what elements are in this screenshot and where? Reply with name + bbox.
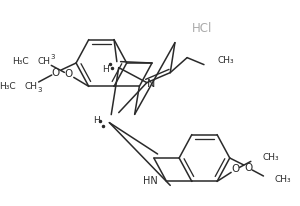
- Text: CH: CH: [25, 82, 38, 90]
- Text: O: O: [244, 163, 253, 173]
- Text: HCl: HCl: [191, 21, 212, 34]
- Text: H: H: [102, 65, 109, 74]
- Text: 3: 3: [50, 54, 55, 60]
- Text: 3: 3: [37, 87, 42, 93]
- Text: O: O: [64, 69, 72, 79]
- Text: HN: HN: [143, 176, 158, 186]
- Text: CH₃: CH₃: [262, 153, 279, 162]
- Text: N: N: [147, 79, 155, 89]
- Text: H: H: [93, 116, 100, 125]
- Text: O: O: [51, 68, 60, 78]
- Text: H₃C: H₃C: [0, 82, 16, 90]
- Text: O: O: [232, 164, 240, 174]
- Text: CH: CH: [37, 57, 50, 66]
- Text: CH₃: CH₃: [217, 56, 234, 65]
- Text: H₃C: H₃C: [12, 57, 29, 66]
- Text: CH₃: CH₃: [275, 176, 291, 185]
